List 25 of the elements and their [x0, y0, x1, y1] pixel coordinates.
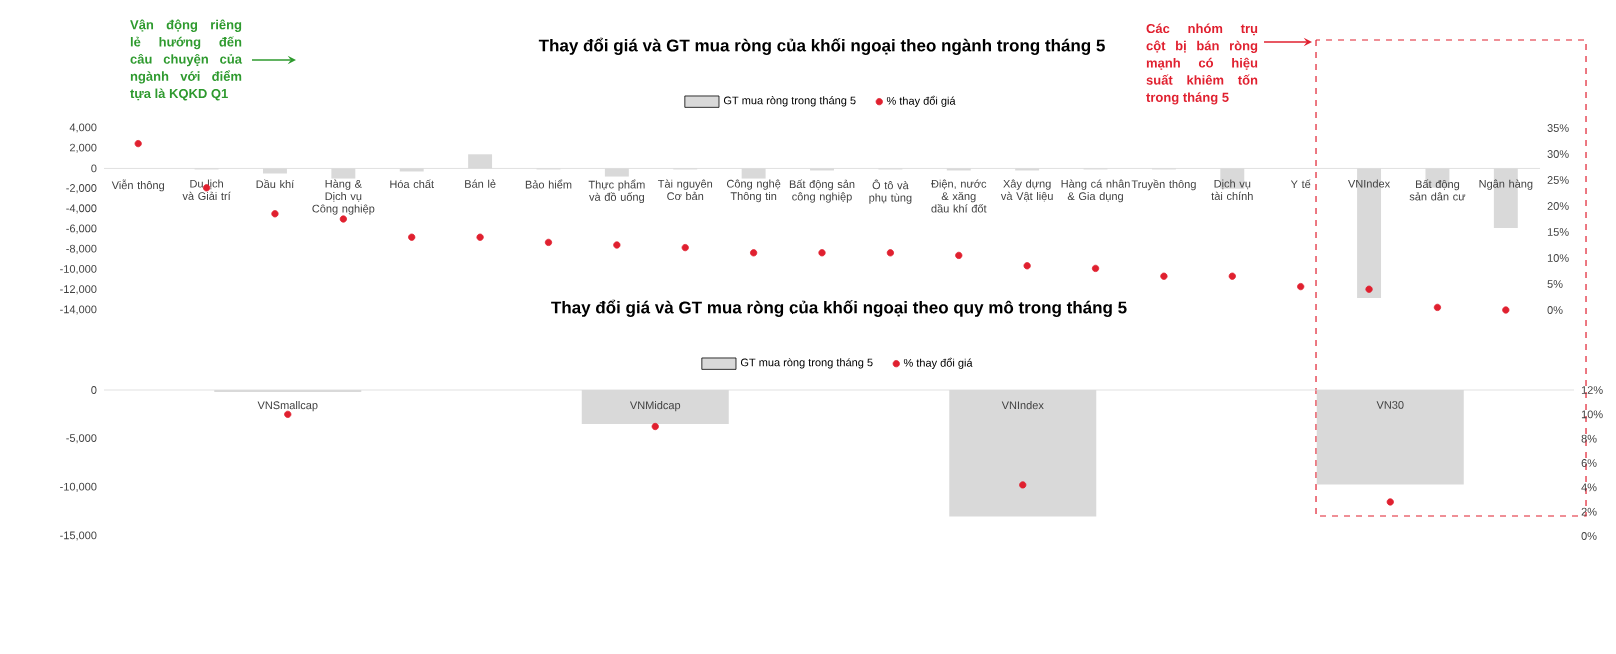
point: [818, 249, 826, 257]
point: [339, 215, 347, 223]
point: [1365, 285, 1373, 293]
point: [955, 251, 963, 260]
point: [613, 241, 621, 249]
point: [681, 244, 689, 252]
point: [651, 422, 659, 431]
chart-title: Thay đổi giá và GT mua ròng của khối ngoại theo quy mô trong tháng 5: [551, 299, 1127, 317]
point: [134, 140, 142, 148]
point: [1160, 272, 1168, 280]
point: [1386, 498, 1394, 506]
point: [544, 238, 553, 246]
point: [1023, 262, 1031, 270]
point: [1502, 306, 1510, 314]
point: [408, 233, 416, 241]
point: [750, 249, 758, 257]
point: [476, 233, 484, 241]
point: [1228, 272, 1236, 280]
point: [271, 210, 279, 218]
chart-title: Thay đổi giá và GT mua ròng của khối ngoại theo ngành trong tháng 5: [538, 37, 1105, 55]
point: [1091, 264, 1100, 273]
point: [886, 249, 894, 257]
point: [1297, 283, 1305, 291]
point: [1019, 481, 1027, 489]
point: [1433, 303, 1442, 311]
